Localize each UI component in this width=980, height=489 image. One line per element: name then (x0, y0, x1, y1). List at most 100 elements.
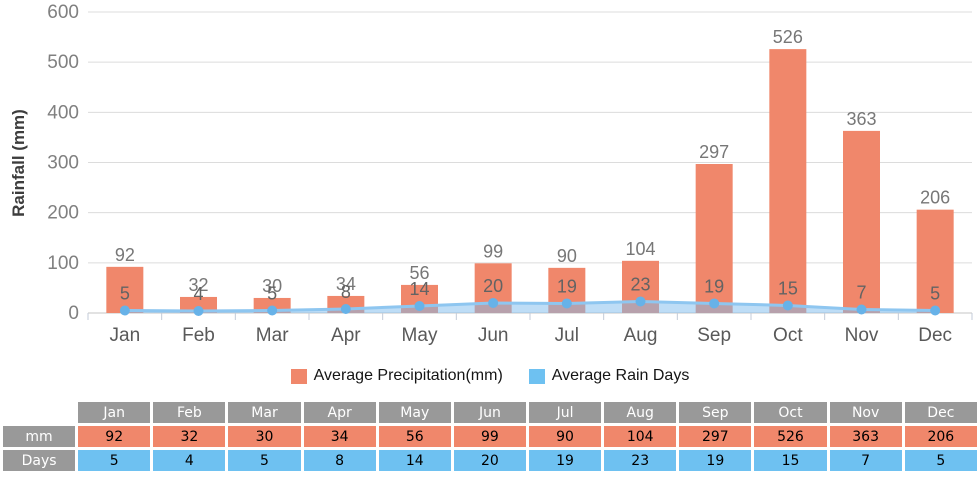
marker-Jan (119, 305, 130, 316)
days-cell-mar: 5 (228, 450, 301, 471)
bar-value-label: 526 (773, 27, 803, 47)
mm-cell-dec: 206 (904, 426, 977, 447)
marker-Nov (856, 304, 867, 315)
rain-days-value-label: 4 (193, 284, 203, 304)
rain-days-value-label: 7 (856, 282, 866, 302)
mm-cell-nov: 363 (829, 426, 902, 447)
bar-value-label: 206 (920, 188, 950, 208)
bar-Feb (180, 296, 217, 313)
table-header-dec: Dec (904, 402, 977, 423)
marker-Sep (709, 298, 720, 309)
table-header-row: Jan Feb Mar Apr May Jun Jul Aug Sep Oct Nov Dec (3, 402, 977, 423)
bar-value-label: 99 (483, 241, 503, 261)
days-cell-jul: 19 (528, 450, 602, 471)
days-cell-dec: 5 (904, 450, 977, 471)
rain-days-value-label: 19 (557, 276, 577, 296)
y-tick-label: 300 (47, 153, 79, 174)
rain-days-value-label: 5 (930, 283, 940, 303)
bar-value-label: 363 (846, 109, 876, 129)
chart-legend: Average Precipitation(mm) Average Rain D… (0, 364, 980, 388)
month-label: Jul (555, 325, 579, 346)
table-header-jun: Jun (453, 402, 526, 423)
mm-cell-may: 56 (378, 426, 451, 447)
bar-value-label: 30 (262, 276, 282, 296)
rainfall-chart-svg: 0 100 200 300 400 500 600 Rainfall (mm) 92 32 30 34… (9, 2, 973, 346)
month-label: Feb (182, 325, 215, 346)
month-label: Sep (697, 325, 731, 346)
rain-days-value-label: 14 (409, 279, 429, 299)
marker-Apr (340, 303, 351, 314)
table-header-nov: Nov (829, 402, 902, 423)
days-cell-oct: 15 (754, 450, 827, 471)
legend-label-rain-days: Average Rain Days (551, 367, 690, 384)
table-body: mm 92 32 30 34 56 99 90 104 297 526 363 206 Days 5 4 5 8 1… (3, 426, 977, 471)
marker-Aug (635, 296, 646, 307)
mm-cell-sep: 297 (679, 426, 752, 447)
y-tick-label: 200 (47, 203, 79, 224)
rain-days-swatch-icon (528, 368, 545, 384)
legend-item-precipitation: Average Precipitation(mm) (290, 367, 503, 385)
table-header: Jan Feb Mar Apr May Jun Jul Aug Sep Oct Nov Dec (3, 402, 977, 423)
marker-Oct (782, 300, 793, 311)
bar-value-label: 34 (336, 274, 356, 294)
y-tick-label: 100 (47, 253, 79, 274)
legend-item-rain-days: Average Rain Days (528, 367, 690, 385)
bar-value-label: 90 (557, 246, 577, 266)
bar-Dec (916, 209, 954, 313)
rain-days-value-label: 15 (778, 278, 798, 298)
y-tick-label: 600 (47, 2, 79, 23)
days-cell-jun: 20 (453, 450, 526, 471)
table-corner-cell (3, 402, 75, 423)
days-cell-nov: 7 (829, 450, 902, 471)
legend-label-precipitation: Average Precipitation(mm) (313, 367, 503, 384)
bar-value-label: 92 (115, 245, 135, 265)
days-cell-may: 14 (378, 450, 451, 471)
monthly-weather-table: Jan Feb Mar Apr May Jun Jul Aug Sep Oct Nov Dec mm 9… (0, 399, 980, 474)
days-cell-aug: 23 (604, 450, 677, 471)
table-header-feb: Feb (153, 402, 226, 423)
table-header-apr: Apr (303, 402, 376, 423)
table-header-jul: Jul (528, 402, 602, 423)
table-header-jan: Jan (78, 402, 151, 423)
marker-Jul (561, 298, 572, 309)
precipitation-swatch-icon (290, 368, 307, 384)
marker-Jun (488, 297, 499, 308)
month-label: May (402, 325, 438, 346)
days-cell-sep: 19 (679, 450, 752, 471)
table-row-mm: mm 92 32 30 34 56 99 90 104 297 526 363 206 (3, 426, 977, 447)
marker-May (414, 300, 425, 311)
rainfall-chart: 0 100 200 300 400 500 600 Rainfall (mm) 92 32 30 34… (9, 2, 973, 346)
y-axis-title: Rainfall (mm) (9, 109, 28, 217)
month-label: Oct (773, 325, 803, 346)
rain-days-value-label: 20 (483, 276, 503, 296)
table-row-days: Days 5 4 5 8 14 20 19 23 19 15 7 5 (3, 450, 977, 471)
table-header-aug: Aug (604, 402, 677, 423)
mm-cell-apr: 34 (303, 426, 376, 447)
table-header-may: May (378, 402, 451, 423)
rain-days-value-label: 5 (267, 283, 277, 303)
mm-cell-jul: 90 (528, 426, 602, 447)
bar-value-label: 104 (625, 239, 655, 259)
y-tick-label: 500 (47, 52, 79, 73)
rain-days-value-label: 23 (630, 274, 650, 294)
bar-Sep (695, 164, 733, 313)
mm-cell-oct: 526 (754, 426, 827, 447)
days-cell-feb: 4 (153, 450, 226, 471)
bar-Oct (769, 49, 807, 314)
table-header-mar: Mar (228, 402, 301, 423)
bar-value-label: 32 (188, 275, 208, 295)
days-cell-apr: 8 (303, 450, 376, 471)
rain-days-value-label: 8 (341, 282, 351, 302)
table-header-sep: Sep (679, 402, 752, 423)
mm-cell-aug: 104 (604, 426, 677, 447)
y-tick-label: 0 (68, 303, 79, 324)
bar-value-label: 297 (699, 142, 729, 162)
marker-Feb (193, 305, 204, 316)
row-label-mm: mm (3, 426, 76, 447)
bar-value-label: 56 (409, 263, 429, 283)
month-label: Jun (478, 325, 509, 346)
month-label: Apr (331, 325, 361, 346)
days-cell-jan: 5 (78, 450, 151, 471)
marker-Dec (930, 305, 941, 316)
rain-days-line (124, 299, 936, 313)
